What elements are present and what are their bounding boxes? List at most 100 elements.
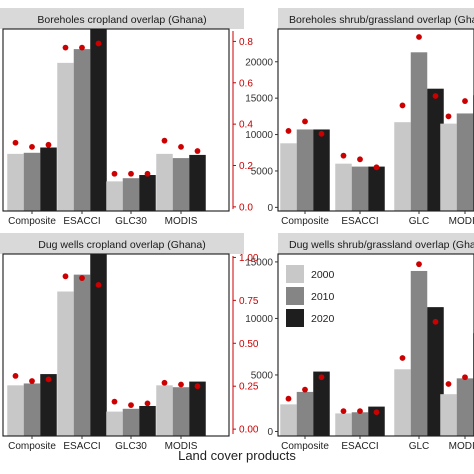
- panel-3-x-tick-label: ESACCI: [63, 441, 100, 452]
- panel-2-bar-glc-2020: [427, 88, 444, 211]
- panel-4-panel-frame: [277, 253, 474, 437]
- panel-1-panel-frame: [2, 28, 230, 212]
- panel-4-point-modis-2000: [445, 381, 452, 387]
- panel-4-bar-glc-2000: [394, 369, 411, 436]
- panel-3-bar-composite-2020: [40, 374, 57, 436]
- panel-3-panel-frame: [2, 253, 230, 437]
- panel-1-x-tick-label: Composite: [8, 216, 56, 227]
- panel-1-right-tick-label: 0.0: [239, 202, 253, 213]
- panel-4-bar-composite-2000: [280, 404, 297, 436]
- panel-4-bar-esacci-2000: [335, 413, 352, 436]
- panel-4-point-composite-2010: [302, 386, 308, 393]
- legend-swatch-2010: [286, 287, 304, 305]
- panel-2-x-tick-label: GLC: [409, 216, 430, 227]
- panel-3-point-composite-2000: [12, 373, 19, 379]
- panel-1-x-tick-label: MODIS: [165, 216, 198, 227]
- panel-2-bar-esacci-2000: [335, 163, 352, 211]
- panel-1-bar-modis-2020: [189, 154, 206, 211]
- panel-1-bar-glc30-2010: [122, 178, 140, 211]
- panel-1-bar-modis-2010: [172, 158, 190, 211]
- panel-1-bar-glc30-2020: [139, 175, 156, 211]
- panel-1-bar-composite-2020: [40, 147, 57, 211]
- panel-2-point-composite-2000: [285, 128, 292, 134]
- panel-4-x-tick-label: GLC: [409, 441, 430, 452]
- panel-2-bar-glc-2010: [410, 52, 428, 211]
- panel-3-right-tick-label: 0.25: [239, 382, 259, 393]
- panel-4-point-modis-2010: [462, 374, 468, 381]
- panel-3-point-composite-2010: [29, 378, 35, 384]
- panel-1-point-composite-2020: [45, 141, 52, 148]
- panel-4-y-tick-label: 5000: [251, 370, 274, 381]
- panel-1-right-tick-label: 0.4: [239, 120, 253, 131]
- panel-1-point-modis-2020: [194, 148, 201, 154]
- panel-4-point-glc-2010: [416, 261, 422, 268]
- panel-3-bar-esacci-2000: [57, 291, 74, 436]
- panel-2-point-glc-2010: [416, 34, 422, 40]
- panel-4-x-tick-label: ESACCI: [341, 441, 378, 452]
- panel-3-x-tick-label: MODIS: [165, 441, 198, 452]
- panel-3-right-tick-label: 0.75: [239, 296, 259, 307]
- legend-label-2010: 2010: [311, 291, 335, 303]
- panel-3-point-glc30-2010: [128, 402, 134, 408]
- panel-2-y-tick-label: 0: [267, 203, 273, 214]
- panel-3-bar-glc30-2010: [122, 408, 140, 436]
- panel-4-y-tick-label: 15000: [245, 257, 273, 268]
- panel-4-point-glc-2000: [399, 355, 406, 361]
- panel-2-panel-frame: [277, 28, 474, 212]
- panel-2-point-glc-2020: [432, 93, 439, 99]
- x-axis-label: Land cover products: [178, 448, 296, 463]
- panel-3-title: Dug wells cropland overlap (Ghana): [38, 239, 206, 251]
- panel-2-point-esacci-2000: [340, 152, 347, 159]
- panel-3-x-tick-label: Composite: [8, 441, 56, 452]
- panel-1-title-strip: [0, 8, 244, 29]
- panel-1-right-tick-label: 0.8: [239, 37, 253, 48]
- panel-1-bar-esacci-2000: [57, 62, 74, 211]
- panel-4-x-tick-label: MODIS: [449, 441, 474, 452]
- panel-1-point-esacci-2000: [62, 44, 69, 51]
- panel-3-bar-glc30-2020: [139, 405, 156, 436]
- panel-1-bar-composite-2010: [23, 152, 41, 211]
- panel-4-bar-modis-2010: [456, 378, 474, 436]
- panel-2-point-esacci-2010: [357, 156, 363, 163]
- panel-2-title: Boreholes shrub/grassland overlap (Ghana…: [289, 14, 474, 26]
- panel-4-title: Dug wells shrub/grassland overlap (Ghana…: [289, 239, 474, 251]
- panel-3-point-modis-2000: [161, 379, 168, 386]
- panel-2-x-tick-label: ESACCI: [341, 216, 378, 227]
- panel-4-bar-esacci-2010: [351, 412, 369, 436]
- panel-1-right-tick-label: 0.2: [239, 161, 253, 172]
- panel-4-title-strip: [278, 233, 474, 254]
- panel-2-point-modis-2000: [445, 113, 452, 120]
- panel-1-x-tick-label: ESACCI: [63, 216, 100, 227]
- legend-label-2020: 2020: [311, 313, 335, 325]
- panel-2-bar-modis-2000: [440, 123, 457, 211]
- panel-2-bar-modis-2010: [456, 113, 474, 211]
- panel-2-bar-composite-2020: [313, 129, 330, 211]
- panel-3-point-glc30-2000: [111, 398, 118, 405]
- panel-3-point-composite-2020: [45, 376, 52, 383]
- panel-4-point-esacci-2010: [357, 408, 363, 415]
- panel-4-point-composite-2020: [318, 374, 325, 381]
- panel-4-bar-modis-2000: [440, 394, 457, 436]
- panel-4-point-glc-2020: [432, 318, 439, 325]
- panel-1-point-composite-2000: [12, 139, 19, 146]
- panel-1-point-modis-2010: [178, 143, 184, 150]
- legend-swatch-2000: [286, 265, 304, 283]
- panel-3-bar-esacci-2020: [90, 254, 107, 436]
- panel-1-point-esacci-2010: [79, 44, 85, 51]
- panel-1-x-tick-label: GLC30: [115, 216, 147, 227]
- panel-2-point-esacci-2020: [373, 164, 380, 171]
- panel-2-bar-glc-2000: [394, 122, 411, 211]
- panel-4-point-composite-2000: [285, 395, 292, 402]
- panel-1-point-glc30-2010: [128, 170, 134, 177]
- panel-1-bar-modis-2000: [156, 153, 173, 211]
- panel-3-point-esacci-2010: [79, 275, 85, 281]
- panel-3-right-tick-label: 0.00: [239, 425, 259, 436]
- panel-1-title: Boreholes cropland overlap (Ghana): [37, 14, 206, 26]
- panel-2-point-composite-2010: [302, 118, 308, 125]
- panel-3-bar-glc30-2000: [106, 411, 123, 436]
- panel-1-bar-glc30-2000: [106, 181, 123, 211]
- panel-4-bar-glc-2010: [410, 270, 428, 436]
- panel-4-y-tick-label: 0: [267, 427, 273, 438]
- panel-4-x-tick-label: Composite: [281, 441, 329, 452]
